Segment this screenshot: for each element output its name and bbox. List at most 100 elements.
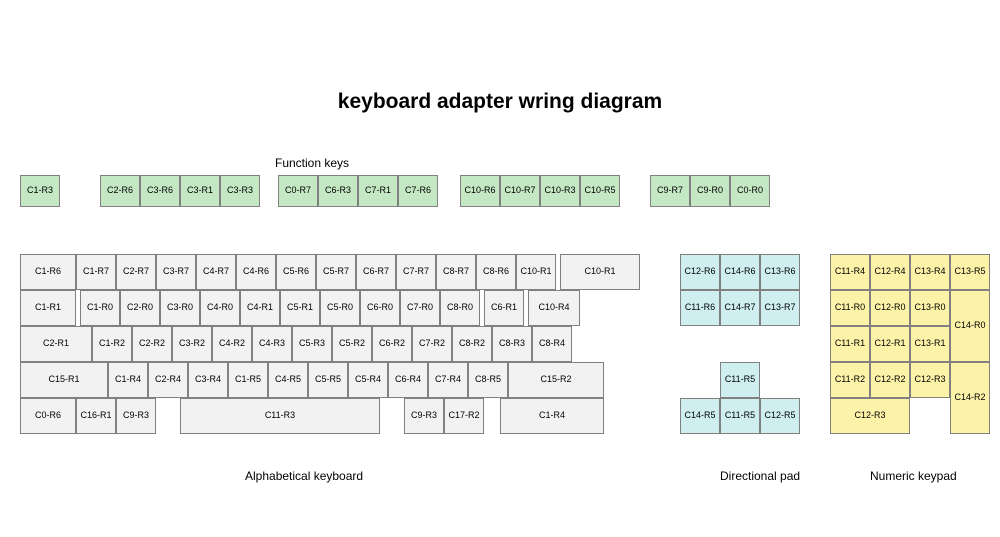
alpha-key: C1-R4 bbox=[108, 362, 148, 398]
alpha-key: C5-R6 bbox=[276, 254, 316, 290]
func-key: C10-R3 bbox=[540, 175, 580, 207]
alpha-key: C7-R0 bbox=[400, 290, 440, 326]
alpha-key: C2-R4 bbox=[148, 362, 188, 398]
func-key: C7-R6 bbox=[398, 175, 438, 207]
dir-key: C13-R7 bbox=[760, 290, 800, 326]
alpha-key: C1-R5 bbox=[228, 362, 268, 398]
alpha-key: C2-R1 bbox=[20, 326, 92, 362]
dir-key: C13-R6 bbox=[760, 254, 800, 290]
num-key: C14-R2 bbox=[950, 362, 990, 434]
alpha-key: C10-R1 bbox=[516, 254, 556, 290]
alpha-key: C1-R7 bbox=[76, 254, 116, 290]
alpha-key: C2-R2 bbox=[132, 326, 172, 362]
num-key: C13-R0 bbox=[910, 290, 950, 326]
label-alpha: Alphabetical keyboard bbox=[245, 469, 363, 483]
alpha-key: C3-R0 bbox=[160, 290, 200, 326]
alpha-key: C7-R4 bbox=[428, 362, 468, 398]
alpha-key: C7-R2 bbox=[412, 326, 452, 362]
dir-key: C14-R6 bbox=[720, 254, 760, 290]
alpha-key: C6-R4 bbox=[388, 362, 428, 398]
dir-key: C12-R6 bbox=[680, 254, 720, 290]
alpha-key: C3-R7 bbox=[156, 254, 196, 290]
alpha-key: C5-R0 bbox=[320, 290, 360, 326]
alpha-key: C6-R1 bbox=[484, 290, 524, 326]
num-key: C11-R0 bbox=[830, 290, 870, 326]
alpha-key: C2-R0 bbox=[120, 290, 160, 326]
alpha-key: C10-R1 bbox=[560, 254, 640, 290]
alpha-key: C7-R7 bbox=[396, 254, 436, 290]
alpha-key: C3-R4 bbox=[188, 362, 228, 398]
alpha-key: C5-R3 bbox=[292, 326, 332, 362]
num-key: C12-R0 bbox=[870, 290, 910, 326]
alpha-key: C2-R7 bbox=[116, 254, 156, 290]
func-key: C10-R5 bbox=[580, 175, 620, 207]
alpha-key: C5-R4 bbox=[348, 362, 388, 398]
alpha-key: C8-R4 bbox=[532, 326, 572, 362]
alpha-key: C1-R6 bbox=[20, 254, 76, 290]
alpha-key: C4-R1 bbox=[240, 290, 280, 326]
alpha-key: C11-R3 bbox=[180, 398, 380, 434]
func-key: C0-R0 bbox=[730, 175, 770, 207]
alpha-key: C4-R5 bbox=[268, 362, 308, 398]
page-title: keyboard adapter wring diagram bbox=[0, 90, 1000, 114]
num-key: C12-R1 bbox=[870, 326, 910, 362]
alpha-key: C4-R2 bbox=[212, 326, 252, 362]
dir-key: C11-R6 bbox=[680, 290, 720, 326]
alpha-key: C8-R0 bbox=[440, 290, 480, 326]
func-key: C10-R6 bbox=[460, 175, 500, 207]
alpha-key: C4-R3 bbox=[252, 326, 292, 362]
label-num: Numeric keypad bbox=[870, 469, 957, 483]
func-key: C7-R1 bbox=[358, 175, 398, 207]
alpha-key: C17-R2 bbox=[444, 398, 484, 434]
alpha-key: C9-R3 bbox=[404, 398, 444, 434]
num-key: C13-R4 bbox=[910, 254, 950, 290]
num-key: C12-R4 bbox=[870, 254, 910, 290]
alpha-key: C16-R1 bbox=[76, 398, 116, 434]
func-key: C3-R6 bbox=[140, 175, 180, 207]
alpha-key: C4-R0 bbox=[200, 290, 240, 326]
alpha-key: C5-R7 bbox=[316, 254, 356, 290]
num-key: C12-R2 bbox=[870, 362, 910, 398]
alpha-key: C8-R7 bbox=[436, 254, 476, 290]
alpha-key: C1-R2 bbox=[92, 326, 132, 362]
dir-key: C11-R5 bbox=[720, 362, 760, 398]
func-key: C3-R3 bbox=[220, 175, 260, 207]
alpha-key: C4-R6 bbox=[236, 254, 276, 290]
label-dir: Directional pad bbox=[720, 469, 800, 483]
alpha-key: C8-R5 bbox=[468, 362, 508, 398]
num-key: C12-R3 bbox=[910, 362, 950, 398]
alpha-key: C6-R7 bbox=[356, 254, 396, 290]
alpha-key: C1-R0 bbox=[80, 290, 120, 326]
alpha-key: C1-R1 bbox=[20, 290, 76, 326]
func-key: C9-R7 bbox=[650, 175, 690, 207]
alpha-key: C5-R2 bbox=[332, 326, 372, 362]
func-key: C1-R3 bbox=[20, 175, 60, 207]
label-func: Function keys bbox=[275, 156, 349, 170]
num-key: C11-R1 bbox=[830, 326, 870, 362]
num-key: C13-R5 bbox=[950, 254, 990, 290]
func-key: C0-R7 bbox=[278, 175, 318, 207]
alpha-key: C8-R3 bbox=[492, 326, 532, 362]
alpha-key: C6-R0 bbox=[360, 290, 400, 326]
alpha-key: C0-R6 bbox=[20, 398, 76, 434]
alpha-key: C8-R2 bbox=[452, 326, 492, 362]
num-key: C12-R3 bbox=[830, 398, 910, 434]
alpha-key: C3-R2 bbox=[172, 326, 212, 362]
dir-key: C11-R5 bbox=[720, 398, 760, 434]
alpha-key: C5-R5 bbox=[308, 362, 348, 398]
dir-key: C12-R5 bbox=[760, 398, 800, 434]
dir-key: C14-R5 bbox=[680, 398, 720, 434]
alpha-key: C8-R6 bbox=[476, 254, 516, 290]
alpha-key: C5-R1 bbox=[280, 290, 320, 326]
alpha-key: C15-R2 bbox=[508, 362, 604, 398]
num-key: C13-R1 bbox=[910, 326, 950, 362]
func-key: C9-R0 bbox=[690, 175, 730, 207]
func-key: C10-R7 bbox=[500, 175, 540, 207]
num-key: C14-R0 bbox=[950, 290, 990, 362]
func-key: C6-R3 bbox=[318, 175, 358, 207]
alpha-key: C9-R3 bbox=[116, 398, 156, 434]
num-key: C11-R2 bbox=[830, 362, 870, 398]
alpha-key: C4-R7 bbox=[196, 254, 236, 290]
dir-key: C14-R7 bbox=[720, 290, 760, 326]
alpha-key: C1-R4 bbox=[500, 398, 604, 434]
